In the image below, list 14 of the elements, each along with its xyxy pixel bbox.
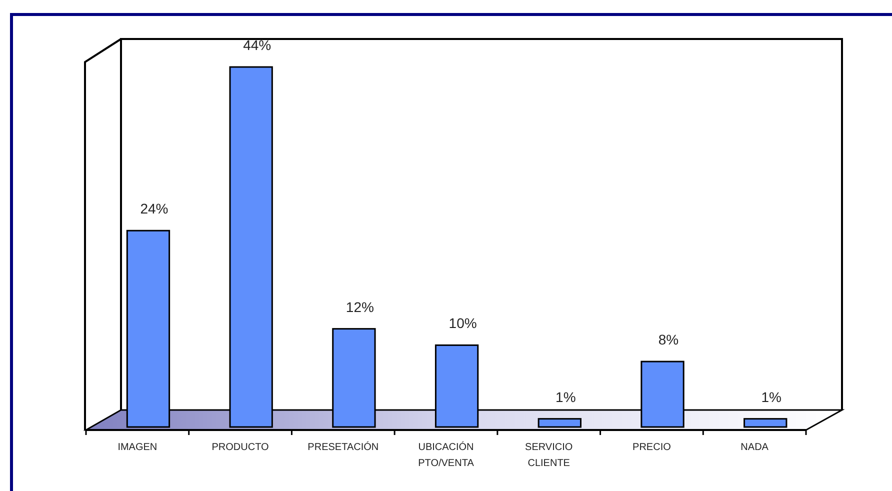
x-tick-label: IMAGEN — [118, 442, 158, 453]
data-label: 10% — [448, 315, 477, 332]
data-label: 12% — [346, 298, 374, 315]
data-label: 1% — [556, 388, 576, 405]
data-label: 8% — [658, 332, 679, 348]
x-tick-label: SERVICIO CLIENTE — [525, 442, 573, 469]
x-tick-label: NADA — [740, 442, 769, 453]
data-label: 24% — [140, 200, 168, 217]
x-tick-label: UBICACIÓN PTO/VENTA — [418, 441, 474, 469]
data-label: 44% — [243, 37, 272, 53]
x-tick-label: PRODUCTO — [212, 442, 270, 453]
x-tick-label: PRECIO — [632, 442, 672, 453]
data-label: 1% — [761, 388, 782, 405]
x-tick-label: PRESETACIÓN — [308, 441, 379, 453]
